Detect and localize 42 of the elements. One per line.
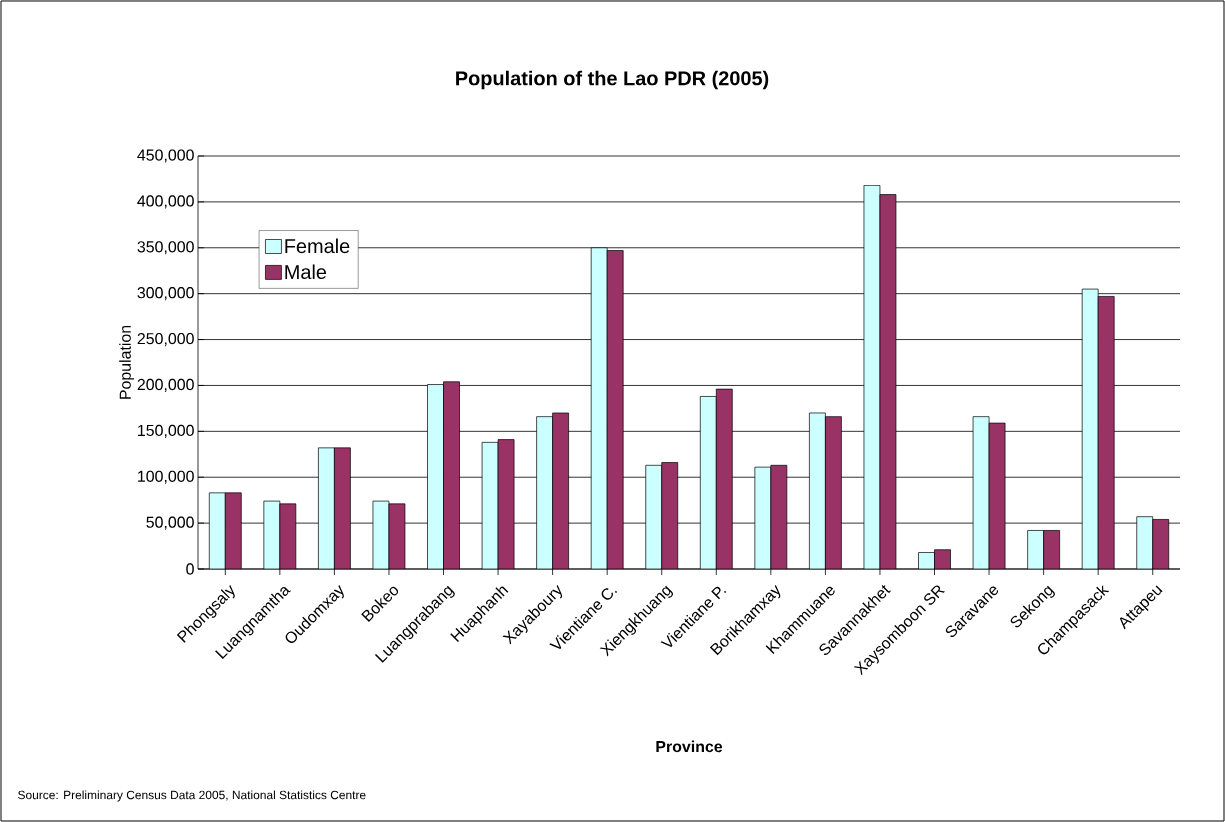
bar [661, 462, 679, 569]
bar [754, 466, 772, 569]
bar [1081, 288, 1099, 569]
bar [536, 416, 553, 569]
bar [699, 396, 717, 569]
bar [208, 492, 226, 569]
bar [1152, 519, 1170, 569]
bar [590, 247, 608, 569]
source-note: Source: Preliminary Census Data 2005, National Statistics Centre [18, 790, 366, 802]
y-tick-label: 250,000 [137, 332, 194, 347]
bar [825, 416, 842, 569]
bar [443, 381, 460, 569]
chart-title: Population of the Lao PDR (2005) [456, 70, 769, 90]
legend-label: Female [285, 238, 350, 254]
bar [334, 447, 351, 569]
bar [427, 384, 444, 569]
bar [1097, 296, 1115, 569]
bar [1027, 530, 1044, 569]
bar [552, 412, 569, 569]
x-axis-title: Province [656, 740, 723, 753]
bar [1043, 530, 1060, 569]
y-tick-label: 200,000 [137, 378, 194, 393]
y-tick-label: 100,000 [138, 470, 194, 484]
y-tick-label: 50,000 [146, 516, 194, 530]
bar [715, 388, 733, 569]
y-tick-label: 300,000 [137, 287, 194, 301]
y-tick-label: 0 [186, 563, 194, 575]
bar [770, 464, 788, 569]
bar [263, 500, 281, 569]
y-tick-label: 150,000 [138, 424, 194, 438]
bar [1136, 516, 1154, 569]
y-axis-title: Population [119, 325, 135, 399]
y-tick-label: 350,000 [137, 241, 194, 255]
bar [224, 492, 242, 569]
bar [318, 447, 335, 569]
bar [809, 412, 826, 569]
y-tick-label: 450,000 [137, 149, 194, 163]
bar [279, 503, 297, 569]
y-tick-label: 400,000 [137, 195, 194, 209]
legend-label: Male [285, 264, 327, 280]
bar [606, 250, 624, 569]
bar [645, 464, 663, 569]
